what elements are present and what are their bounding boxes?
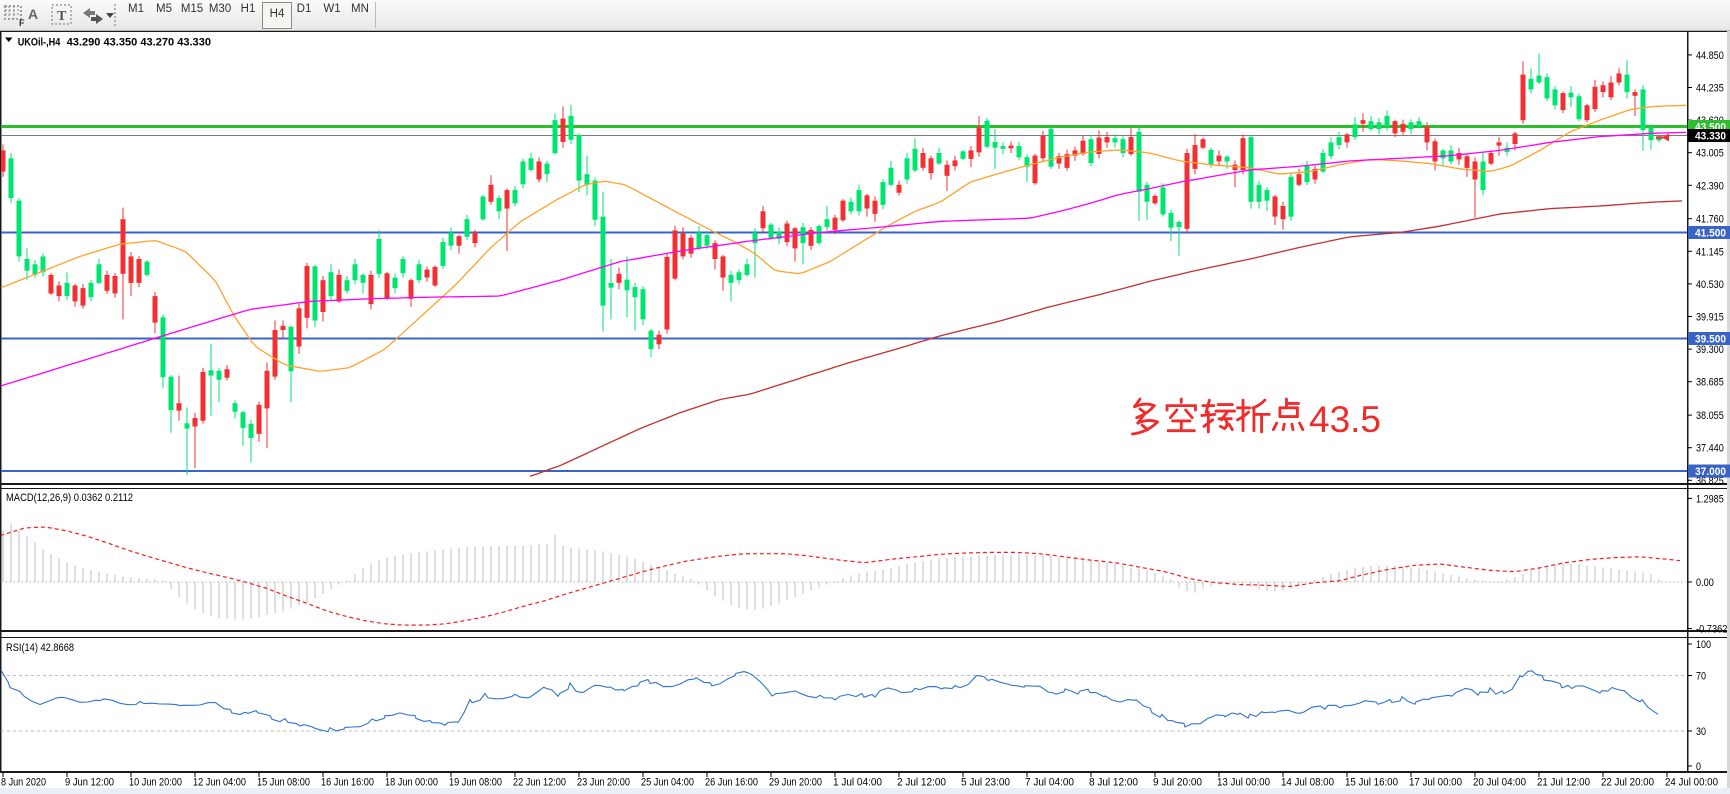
svg-text:44.850: 44.850 (1696, 50, 1724, 62)
svg-text:29 Jun 20:00: 29 Jun 20:00 (769, 777, 822, 789)
svg-text:1.2985: 1.2985 (1696, 493, 1724, 505)
svg-text:8 Jul 12:00: 8 Jul 12:00 (1089, 777, 1138, 789)
svg-text:2 Jul 12:00: 2 Jul 12:00 (897, 777, 946, 789)
svg-text:37.000: 37.000 (1695, 466, 1726, 478)
svg-text:RSI(14) 42.8668: RSI(14) 42.8668 (6, 642, 74, 654)
svg-text:UKOil-,H4: UKOil-,H4 (18, 37, 61, 49)
svg-text:13 Jul 00:00: 13 Jul 00:00 (1217, 777, 1270, 789)
svg-text:MACD(12,26,9) 0.0362 0.2112: MACD(12,26,9) 0.0362 0.2112 (6, 492, 133, 504)
svg-text:22 Jun 12:00: 22 Jun 12:00 (513, 777, 566, 789)
svg-text:14 Jul 08:00: 14 Jul 08:00 (1281, 777, 1334, 789)
svg-text:42.390: 42.390 (1696, 180, 1724, 192)
svg-text:26 Jun 16:00: 26 Jun 16:00 (705, 777, 758, 789)
svg-text:30: 30 (1696, 726, 1706, 738)
svg-text:1 Jul 04:00: 1 Jul 04:00 (833, 777, 882, 789)
svg-text:9 Jul 20:00: 9 Jul 20:00 (1153, 777, 1202, 789)
svg-text:8 Jun 2020: 8 Jun 2020 (1, 777, 46, 789)
svg-text:9 Jun 12:00: 9 Jun 12:00 (65, 777, 114, 789)
svg-text:41.145: 41.145 (1696, 246, 1724, 258)
svg-text:-0.7362: -0.7362 (1696, 624, 1727, 636)
svg-text:22 Jul 20:00: 22 Jul 20:00 (1601, 777, 1654, 789)
svg-text:25 Jun 04:00: 25 Jun 04:00 (641, 777, 694, 789)
svg-text:24 Jul 00:00: 24 Jul 00:00 (1665, 777, 1718, 789)
svg-text:23 Jun 20:00: 23 Jun 20:00 (577, 777, 630, 789)
svg-text:0: 0 (1696, 761, 1701, 773)
svg-text:12 Jun 04:00: 12 Jun 04:00 (193, 777, 246, 789)
svg-text:39.500: 39.500 (1695, 334, 1726, 346)
svg-text:7 Jul 04:00: 7 Jul 04:00 (1025, 777, 1074, 789)
svg-text:T: T (57, 9, 67, 24)
svg-text:36.825: 36.825 (1696, 475, 1724, 487)
svg-text:20 Jul 04:00: 20 Jul 04:00 (1473, 777, 1526, 789)
svg-text:15 Jul 16:00: 15 Jul 16:00 (1345, 777, 1398, 789)
svg-text:39.915: 39.915 (1696, 312, 1724, 324)
svg-text:17 Jul 00:00: 17 Jul 00:00 (1409, 777, 1462, 789)
svg-text:40.530: 40.530 (1696, 279, 1724, 291)
svg-text:18 Jun 00:00: 18 Jun 00:00 (385, 777, 438, 789)
svg-text:F: F (19, 18, 25, 28)
svg-text:15 Jun 08:00: 15 Jun 08:00 (257, 777, 310, 789)
svg-text:39.300: 39.300 (1696, 344, 1724, 356)
svg-text:16 Jun 16:00: 16 Jun 16:00 (321, 777, 374, 789)
svg-text:37.440: 37.440 (1696, 443, 1724, 455)
svg-text:41.760: 41.760 (1696, 214, 1724, 226)
svg-text:10 Jun 20:00: 10 Jun 20:00 (129, 777, 182, 789)
svg-text:19 Jun 08:00: 19 Jun 08:00 (449, 777, 502, 789)
svg-text:5 Jul 23:00: 5 Jul 23:00 (961, 777, 1010, 789)
svg-text:43.290 43.350 43.270 43.330: 43.290 43.350 43.270 43.330 (67, 37, 211, 49)
svg-text:70: 70 (1696, 671, 1706, 683)
svg-text:100: 100 (1696, 639, 1711, 651)
svg-text:0.00: 0.00 (1696, 577, 1714, 589)
svg-text:44.235: 44.235 (1696, 83, 1724, 95)
svg-text:21 Jul 12:00: 21 Jul 12:00 (1537, 777, 1590, 789)
svg-text:43.330: 43.330 (1695, 131, 1726, 143)
svg-text:38.055: 38.055 (1696, 410, 1724, 422)
svg-text:41.500: 41.500 (1695, 228, 1726, 240)
svg-text:43.5: 43.5 (1309, 399, 1381, 440)
svg-text:43.005: 43.005 (1696, 148, 1724, 160)
svg-text:38.685: 38.685 (1696, 377, 1724, 389)
